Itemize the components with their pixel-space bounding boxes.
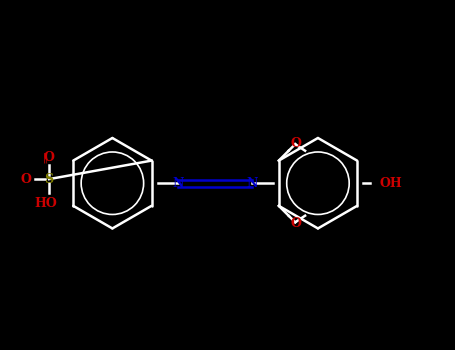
Text: HO: HO xyxy=(35,197,57,210)
Text: OH: OH xyxy=(379,177,402,190)
Text: ‖: ‖ xyxy=(43,153,47,163)
Text: O: O xyxy=(291,137,302,150)
Text: N: N xyxy=(247,177,258,190)
Text: O: O xyxy=(44,151,55,164)
Text: O: O xyxy=(291,217,302,230)
Text: S: S xyxy=(45,173,54,186)
Text: N: N xyxy=(172,177,184,190)
Text: O: O xyxy=(20,173,31,186)
